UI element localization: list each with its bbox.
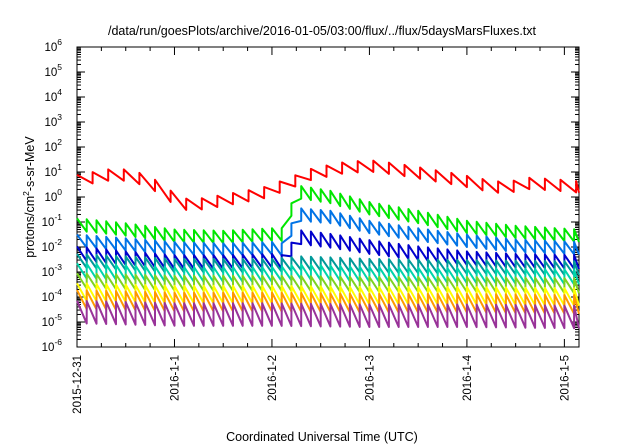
y-tick-label: 104 — [44, 87, 62, 104]
y-tick-label: 10-5 — [42, 312, 63, 329]
y-tick-label: 10-4 — [42, 287, 63, 304]
series-lines — [76, 159, 580, 330]
y-tick-label: 105 — [44, 62, 62, 79]
series-line-2 — [76, 185, 580, 245]
x-axis-label: Coordinated Universal Time (UTC) — [226, 430, 418, 444]
x-tick-label: 2016-1-5 — [559, 355, 571, 401]
y-tick-label: 103 — [44, 112, 62, 129]
y-axis-label: protons/cm2-s-sr-MeV — [21, 136, 37, 258]
x-tick-label: 2015-12-31 — [72, 355, 84, 414]
y-tick-label: 106 — [44, 37, 62, 54]
x-tick-label: 2016-1-4 — [462, 354, 474, 401]
x-tick-label: 2016-1-1 — [169, 355, 181, 401]
y-tick-label: 10-6 — [42, 337, 63, 354]
series-line-3 — [76, 207, 580, 257]
x-axis: 2015-12-31 2016-1-1 2016-1-2 2016-1-3 2016-1… — [72, 47, 571, 414]
y-tick-label: 10-1 — [42, 212, 63, 229]
y-tick-label: 102 — [44, 137, 62, 154]
series-line-10 — [76, 300, 580, 330]
chart-title: /data/run/goesPlots/archive/2016-01-05/0… — [108, 24, 537, 38]
y-tick-label: 10-2 — [42, 237, 63, 254]
y-tick-label: 101 — [44, 162, 62, 179]
series-line-1 — [76, 159, 580, 211]
y-tick-label: 10-3 — [42, 262, 63, 279]
x-tick-label: 2016-1-3 — [364, 355, 376, 401]
y-tick-label: 100 — [44, 187, 62, 204]
x-tick-label: 2016-1-2 — [267, 355, 279, 401]
